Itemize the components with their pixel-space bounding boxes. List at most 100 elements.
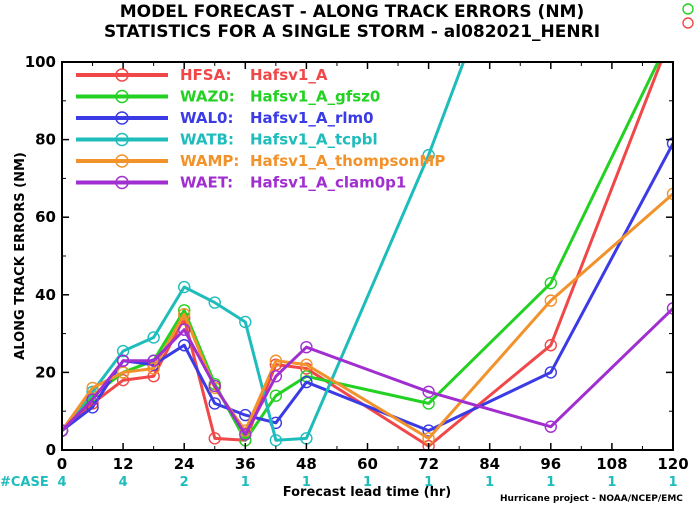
legend-item: WAL0: Hafsv1_A_rlm0 (76, 109, 374, 127)
legend-code: WAZ0: (180, 88, 235, 106)
case-counts: 4 4 2 1 1 1 1 1 1 1 1 (57, 475, 677, 490)
data-point (422, 148, 435, 162)
data-point (666, 302, 673, 315)
data-point (116, 354, 130, 367)
credit-text: Hurricane project - NOAA/NCEP/EMC (500, 494, 683, 504)
case-count: 1 (607, 475, 616, 490)
legend-code: WATB: (180, 131, 234, 149)
legend-marker (115, 68, 129, 82)
y-tick-label: 60 (35, 208, 56, 226)
case-label: #CASE (0, 475, 49, 490)
data-point (239, 428, 252, 441)
y-axis: 0 20 40 60 80 100 (25, 53, 673, 459)
data-point (666, 137, 673, 150)
data-point (300, 340, 313, 354)
corner-marker (682, 3, 694, 15)
data-point (668, 25, 679, 36)
case-count: 4 (57, 475, 66, 490)
x-tick-label: 120 (657, 455, 688, 473)
data-point (666, 187, 673, 201)
data-point (208, 296, 221, 309)
chart-title-line2: STATISTICS FOR A SINGLE STORM - al082021… (104, 22, 600, 42)
legend-item: WAZ0: Hafsv1_A_gfsz0 (76, 88, 380, 106)
data-point (177, 323, 191, 336)
case-count: 1 (241, 475, 250, 490)
data-point (62, 424, 69, 437)
x-axis-label: Forecast lead time (hr) (283, 485, 451, 500)
legend-item: HFSA: Hafsv1_A (76, 66, 328, 84)
legend-label: Hafsv1_A_tcpbl (250, 131, 378, 149)
y-tick-label: 80 (35, 131, 56, 149)
legend-marker (115, 154, 129, 168)
data-point (86, 393, 99, 406)
data-point (147, 362, 160, 375)
data-point (208, 379, 221, 393)
y-tick-label: 100 (25, 53, 56, 71)
data-point (86, 401, 99, 414)
case-count: 1 (424, 475, 433, 490)
x-tick-label: 48 (296, 455, 317, 473)
series-layer (62, 25, 679, 450)
data-point (269, 434, 283, 447)
data-point (116, 373, 130, 387)
data-point (177, 339, 191, 352)
data-point (269, 354, 283, 367)
x-tick-label: 0 (57, 455, 67, 473)
case-count: 1 (546, 475, 555, 490)
data-point (177, 308, 191, 321)
legend-marker (115, 132, 129, 147)
data-point (544, 420, 557, 433)
data-point (544, 366, 557, 379)
legend-code: WAET: (180, 174, 233, 192)
data-point (177, 280, 191, 294)
x-tick-label: 108 (596, 455, 627, 473)
legend-label: Hafsv1_A_gfsz0 (250, 88, 380, 106)
legend-label: Hafsv1_A_rlm0 (250, 109, 374, 127)
data-point (208, 397, 221, 410)
y-tick-label: 0 (46, 441, 56, 459)
legend: HFSA: Hafsv1_A WAZ0: Hafsv1_A_gfsz0 WAL0: Haf… (76, 66, 445, 192)
legend-item: WAMP: Hafsv1_A_thompsonMP (76, 152, 445, 170)
x-tick-label: 84 (479, 455, 500, 473)
case-count: 1 (363, 475, 372, 490)
legend-code: HFSA: (180, 66, 232, 84)
x-tick-label: 72 (418, 455, 439, 473)
y-tick-label: 20 (35, 363, 56, 381)
legend-code: WAL0: (180, 109, 233, 127)
corner-marker (682, 17, 694, 29)
data-point (422, 439, 435, 450)
x-tick-label: 24 (174, 455, 195, 473)
data-point (544, 276, 557, 290)
case-count: 1 (668, 475, 677, 490)
case-count: 2 (180, 475, 189, 490)
data-point (239, 315, 252, 329)
legend-marker (115, 89, 129, 104)
case-count: 1 (485, 475, 494, 490)
data-point (300, 358, 313, 371)
chart-title-line1: MODEL FORECAST - ALONG TRACK ERRORS (NM) (120, 2, 585, 22)
data-point (544, 339, 557, 352)
y-axis-label: ALONG TRACK ERRORS (NM) (13, 152, 28, 360)
data-point (544, 294, 557, 307)
legend-marker (115, 111, 129, 125)
series-line (62, 62, 663, 448)
data-point (239, 424, 252, 437)
series-line (62, 307, 673, 436)
legend-code: WAMP: (180, 152, 239, 170)
legend-label: Hafsv1_A (250, 66, 328, 84)
legend-label: Hafsv1_A_thompsonMP (250, 152, 445, 170)
data-point (269, 370, 283, 383)
legend-marker (115, 175, 129, 190)
legend-item: WATB: Hafsv1_A_tcpbl (76, 131, 378, 149)
series-line (62, 62, 466, 442)
data-point (147, 354, 160, 367)
data-point (422, 385, 435, 398)
x-tick-label: 96 (540, 455, 561, 473)
case-count: 4 (119, 475, 128, 490)
series-waet (62, 302, 673, 441)
x-tick-label: 60 (357, 455, 378, 473)
x-tick-label: 36 (235, 455, 256, 473)
data-point (300, 375, 313, 389)
data-point (668, 25, 679, 36)
data-point (147, 331, 160, 344)
